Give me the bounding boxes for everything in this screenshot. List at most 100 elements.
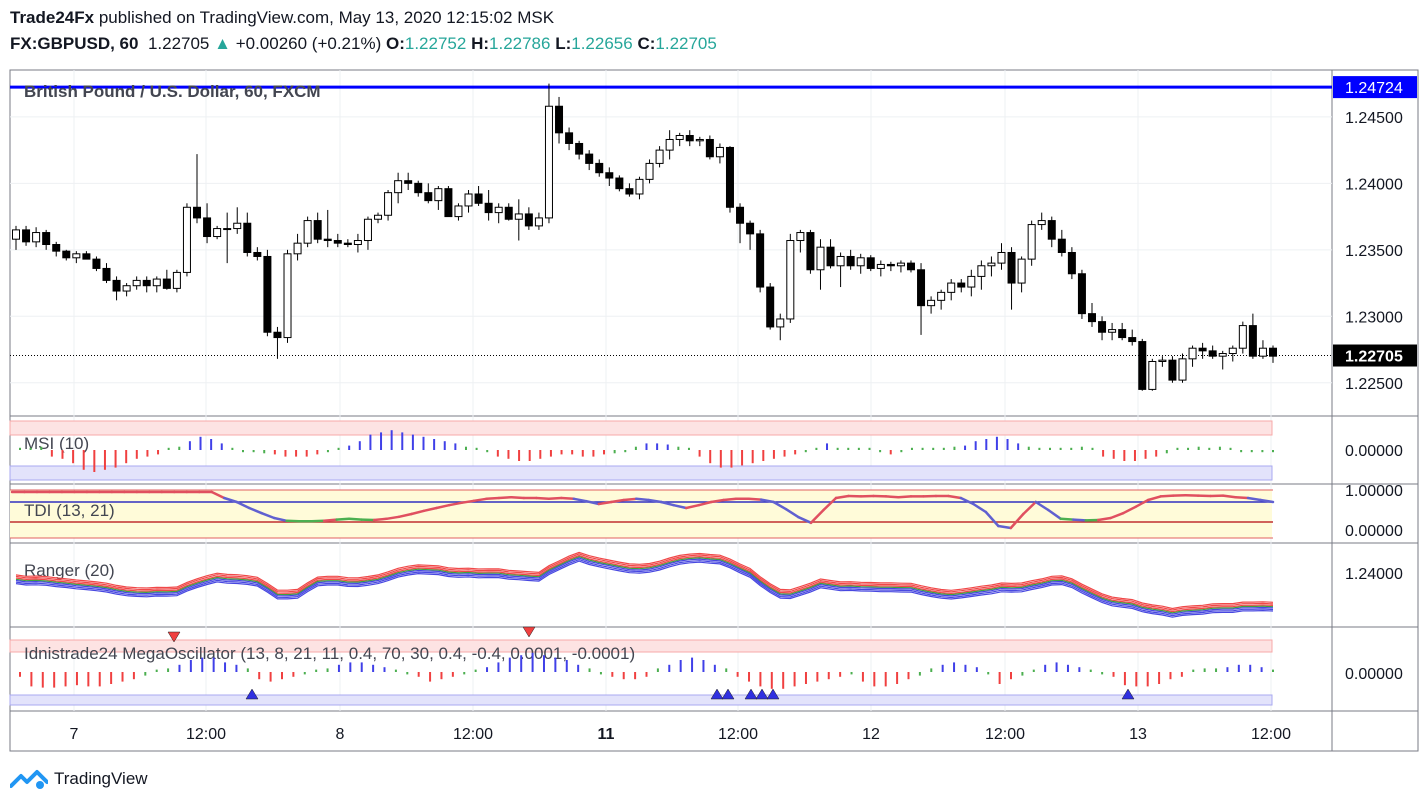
up-triangle-icon: ▲: [214, 34, 231, 53]
candle-body: [1027, 224, 1036, 260]
candle-body: [1198, 347, 1207, 352]
tdi-line-segment: [235, 500, 251, 510]
open-label: O:: [385, 34, 405, 53]
candle-body: [343, 242, 352, 246]
candle-body: [705, 138, 714, 158]
tradingview-footer[interactable]: TradingView: [10, 768, 148, 790]
candle-body: [444, 188, 453, 218]
published-text: published on TradingView.com, May 13, 20…: [98, 8, 555, 27]
tdi-line-segment: [585, 499, 601, 506]
mega-upper-band: [9, 639, 1273, 653]
candle-body: [424, 192, 433, 202]
ranger-axis-tick: 1.24000: [1345, 566, 1403, 583]
tdi-line-segment: [709, 498, 725, 504]
candle-body: [293, 242, 302, 255]
price-tick-label: 1.23000: [1345, 309, 1403, 326]
candle-body: [534, 217, 543, 227]
tdi-line-segment: [210, 490, 226, 500]
publisher-name[interactable]: Trade24Fx: [10, 8, 95, 27]
candle-body: [725, 146, 734, 208]
candle-body: [856, 257, 865, 267]
price-tick-label: 1.24000: [1345, 176, 1403, 193]
candle-body: [736, 206, 745, 224]
candle-body: [263, 255, 272, 333]
candle-body: [776, 318, 785, 328]
candle-body: [947, 282, 956, 293]
candle-body: [384, 192, 393, 216]
tdi-axis-tick-low: 0.00000: [1345, 523, 1403, 540]
candle-body: [806, 232, 815, 271]
candle-body: [82, 253, 91, 260]
tdi-line-segment: [647, 498, 663, 504]
tdi-line-segment: [1022, 500, 1038, 516]
candle-body: [12, 229, 20, 240]
tdi-line-segment: [897, 495, 913, 499]
tdi-line-segment: [497, 495, 513, 500]
candle-body: [1057, 238, 1066, 253]
time-tick-label: 12:00: [718, 726, 758, 743]
tdi-line-segment: [372, 517, 388, 522]
candle-body: [374, 214, 383, 220]
tdi-line-segment: [959, 496, 975, 506]
candle-body: [826, 246, 835, 267]
tdi-line-segment: [747, 497, 763, 501]
msi-label: MSI (10): [24, 434, 89, 453]
tdi-line-segment: [1109, 511, 1125, 520]
mega-buy-marker: [1121, 688, 1135, 700]
candle-body: [1007, 251, 1016, 284]
candle-body: [836, 255, 845, 267]
ranger-band-line: [15, 560, 1274, 618]
tdi-line-segment: [684, 503, 700, 510]
tdi-line-segment: [1146, 495, 1162, 502]
candle-body: [524, 213, 533, 227]
msi-upper-band: [9, 420, 1273, 436]
candle-body: [253, 251, 262, 257]
tdi-line-segment: [1246, 496, 1262, 502]
tdi-line-segment: [322, 518, 338, 523]
candle-body: [363, 218, 372, 242]
tdi-line-segment: [834, 494, 850, 500]
candle-body: [846, 255, 855, 267]
candle-body: [193, 206, 202, 219]
msi-lower-band: [9, 465, 1273, 481]
publish-info: Trade24Fx published on TradingView.com, …: [10, 8, 554, 28]
tdi-line-segment: [1259, 498, 1275, 504]
mega-sell-marker: [522, 626, 536, 638]
close-value: 1.22705: [655, 34, 717, 53]
candle-body: [565, 132, 574, 144]
candle-body: [645, 162, 654, 180]
candle-body: [474, 193, 483, 204]
ranger-band-line: [15, 557, 1274, 615]
last-price-badge: [1333, 344, 1417, 367]
candle-body: [323, 238, 332, 242]
tdi-line-segment: [397, 512, 413, 519]
tdi-line-segment: [560, 496, 576, 501]
mega-sell-marker: [167, 631, 181, 643]
tdi-line-segment: [1121, 505, 1137, 515]
tdi-line-segment: [422, 506, 438, 513]
mega-buy-marker: [721, 688, 735, 700]
tdi-line-segment: [460, 499, 476, 505]
candle-body: [1238, 325, 1247, 349]
candle-body: [816, 246, 825, 271]
candle-body: [756, 233, 765, 288]
candle-body: [796, 232, 805, 242]
candle-body: [595, 162, 604, 174]
candle-body: [132, 279, 141, 287]
tdi-label: TDI (13, 21): [24, 501, 115, 520]
candle-body: [917, 269, 926, 307]
tdi-line-segment: [435, 503, 451, 510]
candle-body: [987, 262, 996, 267]
candle-body: [957, 282, 966, 288]
candle-body: [1037, 220, 1046, 226]
candle-body: [1148, 360, 1157, 390]
candle-body: [172, 271, 181, 289]
candle-body: [243, 222, 252, 253]
chart-canvas[interactable]: 1.24500 1.24000 1.23500 1.23000 1.22500 1.247…: [0, 0, 1427, 760]
tdi-line-segment: [809, 508, 825, 525]
candle-body: [585, 153, 594, 164]
tdi-line-segment: [385, 515, 401, 521]
tdi-background: [10, 490, 1272, 538]
tdi-line-segment: [510, 495, 526, 500]
time-tick-label: 8: [336, 726, 345, 743]
